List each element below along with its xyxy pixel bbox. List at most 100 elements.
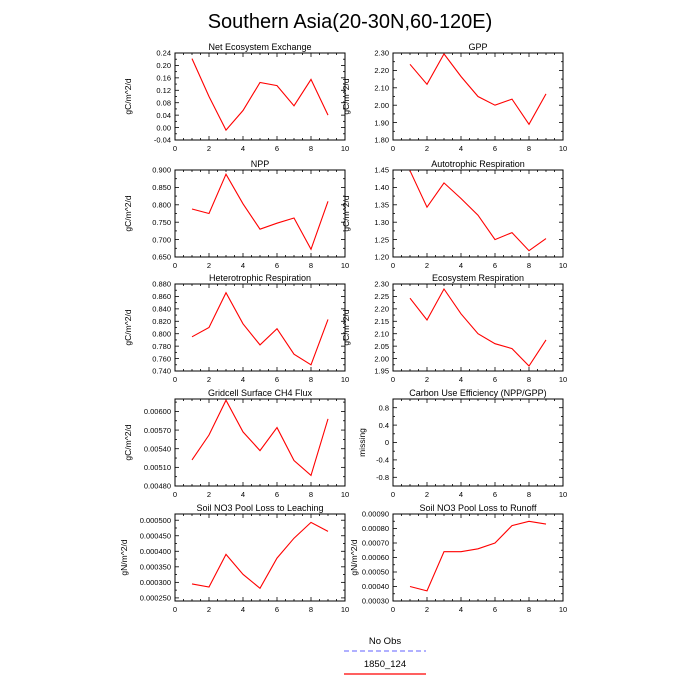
x-tick-label: 10: [341, 490, 349, 499]
plot-frame: [392, 283, 564, 372]
legend-label: 1850_124: [364, 659, 406, 670]
y-tick-label: 0.840: [152, 305, 171, 314]
x-tick-label: 10: [559, 375, 567, 384]
x-tick-label: 0: [391, 605, 395, 614]
x-tick-label: 2: [207, 261, 211, 270]
y-axis-label: gC/m^2/d: [341, 78, 351, 114]
x-tick-label: 8: [527, 144, 531, 153]
x-tick-label: 0: [173, 261, 177, 270]
y-tick-label: 0.00080: [362, 524, 389, 533]
x-tick-label: 6: [275, 375, 279, 384]
plot-frame: [174, 169, 346, 258]
x-tick-label: 4: [459, 375, 463, 384]
plot-frame: [174, 398, 346, 487]
y-tick-label: 0.24: [156, 49, 171, 58]
series-line-1850_124: [409, 52, 547, 126]
y-tick-label: 0.08: [156, 98, 171, 107]
y-axis-label: gC/m^2/d: [123, 78, 133, 114]
x-tick-label: 0: [173, 605, 177, 614]
x-tick-label: 2: [425, 605, 429, 614]
y-tick-label: 0.16: [156, 74, 171, 83]
chart-panel-5: Heterotrophic Respiration 0 2 4 6 8 10 0.740 0.7…: [123, 273, 349, 384]
y-tick-label: 0.000400: [140, 547, 171, 556]
x-tick-label: 10: [341, 144, 349, 153]
y-tick-label: 0.00090: [362, 510, 389, 519]
plot-frame: [392, 52, 564, 141]
chart-panel-3: NPP 0 2 4 6 8 10 0.650 0.700 0.750 0.800 0.850 0.900…: [123, 159, 349, 270]
y-tick-label: 2.00: [374, 101, 389, 110]
y-axis-label: gN/m^2/d: [349, 539, 359, 575]
plot-frame: [392, 513, 564, 602]
x-tick-label: 10: [559, 261, 567, 270]
chart-panel-1: Net Ecosystem Exchange 0 2 4 6 8 10 -0.04 0.00 0.…: [123, 42, 349, 153]
x-tick-label: 0: [391, 144, 395, 153]
y-tick-label: 1.20: [374, 253, 389, 262]
series-line-1850_124: [191, 291, 329, 366]
plot-frame: [392, 398, 564, 487]
legend: No Obs 1850_124: [344, 636, 426, 675]
x-tick-label: 8: [527, 375, 531, 384]
chart-panel-9: Soil NO3 Pool Loss to Leaching 0 2 4 6 8 10 0.0…: [119, 503, 349, 614]
x-tick-label: 2: [207, 144, 211, 153]
x-tick-label: 8: [309, 144, 313, 153]
x-tick-label: 6: [275, 144, 279, 153]
y-tick-label: 0.000350: [140, 563, 171, 572]
y-tick-label: 0.00030: [362, 597, 389, 606]
y-tick-label: 1.95: [374, 367, 389, 376]
x-tick-label: 10: [559, 490, 567, 499]
y-axis-label: gC/m^2/d: [123, 309, 133, 345]
y-tick-label: 1.45: [374, 166, 389, 175]
y-tick-label: 0.000250: [140, 594, 171, 603]
x-tick-label: 8: [527, 605, 531, 614]
plot-frame: [392, 169, 564, 258]
y-axis-label: gC/m^2/d: [341, 195, 351, 231]
x-tick-label: 10: [341, 261, 349, 270]
x-tick-label: 6: [275, 261, 279, 270]
y-tick-label: 0.4: [379, 421, 389, 430]
y-tick-label: 0.880: [152, 280, 171, 289]
y-tick-label: 0.000500: [140, 516, 171, 525]
x-tick-label: 4: [241, 144, 245, 153]
y-tick-label: 0.000300: [140, 578, 171, 587]
y-tick-label: 0.12: [156, 86, 171, 95]
y-tick-label: 0.650: [152, 253, 171, 262]
y-tick-label: 0.00050: [362, 568, 389, 577]
x-tick-label: 4: [459, 261, 463, 270]
y-tick-label: 0.740: [152, 367, 171, 376]
y-tick-label: 2.10: [374, 84, 389, 93]
x-tick-label: 10: [559, 605, 567, 614]
y-tick-label: 2.20: [374, 305, 389, 314]
y-tick-label: 0.8: [379, 403, 389, 412]
y-tick-label: 0.00070: [362, 539, 389, 548]
y-tick-label: 0.00480: [144, 482, 171, 491]
y-axis-label: gC/m^2/d: [341, 309, 351, 345]
y-tick-label: 0.000450: [140, 531, 171, 540]
panel-title: NPP: [251, 159, 270, 169]
y-tick-label: 0.20: [156, 61, 171, 70]
panel-title: Autotrophic Respiration: [431, 159, 525, 169]
x-tick-label: 10: [341, 375, 349, 384]
x-tick-label: 8: [527, 490, 531, 499]
y-tick-label: 2.10: [374, 329, 389, 338]
x-tick-label: 2: [425, 144, 429, 153]
panel-title: Net Ecosystem Exchange: [208, 42, 311, 52]
chart-panel-4: Autotrophic Respiration 0 2 4 6 8 10 1.20 1.25 1.…: [341, 159, 567, 270]
y-tick-label: 1.25: [374, 235, 389, 244]
y-tick-label: 0.800: [152, 329, 171, 338]
panel-title: Ecosystem Respiration: [432, 273, 524, 283]
series-line-1850_124: [191, 172, 329, 251]
legend-label: No Obs: [369, 636, 401, 647]
series-line-1850_124: [191, 398, 329, 477]
y-tick-label: 1.35: [374, 201, 389, 210]
y-tick-label: 0: [385, 438, 389, 447]
x-tick-label: 0: [173, 490, 177, 499]
y-tick-label: 0.00060: [362, 553, 389, 562]
x-tick-label: 6: [275, 490, 279, 499]
chart-panel-8: Carbon Use Efficiency (NPP/GPP) 0 2 4 6 8 10 -0…: [357, 388, 567, 499]
x-tick-label: 6: [493, 261, 497, 270]
x-tick-label: 4: [241, 261, 245, 270]
y-tick-label: 0.800: [152, 201, 171, 210]
panel-title: Soil NO3 Pool Loss to Runoff: [420, 503, 537, 513]
x-tick-label: 8: [309, 261, 313, 270]
